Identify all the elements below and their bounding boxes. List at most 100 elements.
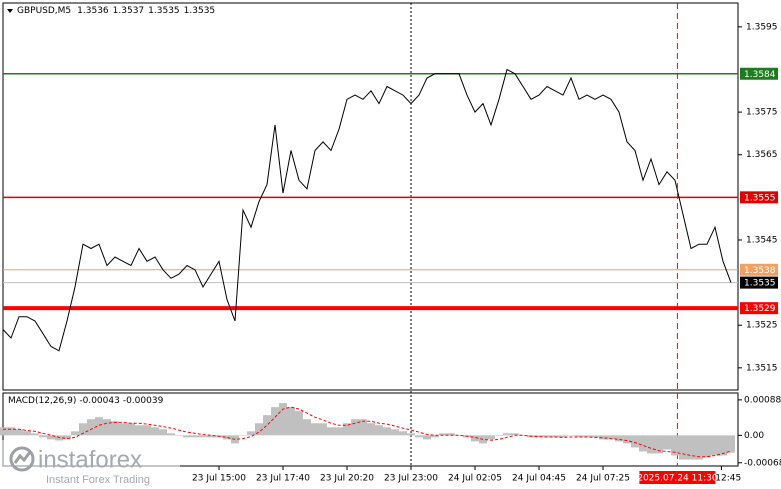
histogram-bar [471,435,479,442]
cursor-label-bg [639,471,716,484]
histogram-bar [63,435,71,440]
x-tick-label: Jul 12:45 [701,474,742,484]
y-tick-label: 1.3575 [746,108,778,118]
histogram-bar [407,433,415,436]
histogram-bar [103,419,111,436]
histogram-bar [119,423,127,436]
x-tick-label: 24 Jul 07:25 [576,474,630,484]
histogram-bar [575,435,583,438]
histogram-bar [511,433,519,436]
histogram-bar [663,435,671,450]
x-tick-label: 24 Jul 02:05 [448,474,502,484]
histogram-bar [383,427,391,436]
histogram-bar [639,435,647,452]
histogram-bar [95,417,103,436]
macd-header: MACD(12,26,9) -0.00043 -0.00039 [8,396,164,406]
histogram-bar [567,435,575,436]
histogram-bar [423,435,431,440]
main-frame [2,2,739,391]
histogram-bar [223,435,231,440]
histogram-bar [695,435,703,460]
histogram-bar [455,435,463,436]
histogram-bar [375,425,383,436]
histogram-bar [31,433,39,436]
histogram-bar [719,435,727,456]
histogram-bar [727,435,735,453]
brand: instaforex [38,446,142,473]
level-label-bg [740,191,778,204]
histogram-bar [447,433,455,436]
histogram-bar [167,433,175,436]
histogram-bar [359,419,367,436]
level-label-bg [740,263,778,276]
level-label: 1.3538 [744,266,776,276]
y-tick-label: 1.3595 [746,22,778,32]
histogram-bar [191,435,199,438]
x-tick-label: 23 Jul 15:00 [192,474,246,484]
logo-ring [9,446,35,472]
level-label: 1.3584 [744,70,776,80]
ohlc-open: 1.3536 [77,6,109,16]
histogram-bar [623,435,631,444]
y-tick-label: 0.00088 [744,395,781,405]
y-tick-label: 0.00 [744,431,764,441]
symbol-icon [7,9,13,13]
level-label: 1.3535 [744,279,776,289]
watermark: instaforex Instant Forex Trading [0,440,180,489]
histogram-bar [503,433,511,436]
histogram-bar [295,411,303,436]
histogram-bar [399,431,407,436]
ohlc-high: 1.3537 [113,6,145,16]
histogram-bar [71,431,79,436]
histogram-bar [143,425,151,436]
histogram-bar [519,435,527,436]
y-tick-label: -0.00068 [744,458,781,468]
histogram-bar [535,435,543,438]
ohlc-close: 1.3535 [184,6,216,16]
histogram-bar [319,423,327,436]
histogram-bar [439,433,447,436]
histogram-bar [655,435,663,454]
level-label: 1.3555 [744,193,776,203]
histogram-bar [487,435,495,440]
histogram-bar [559,435,567,438]
histogram-bar [247,431,255,436]
histogram-bar [599,435,607,440]
histogram-bar [351,419,359,436]
histogram-bar [23,431,31,436]
histogram-bar [0,427,7,436]
histogram-bar [175,435,183,436]
histogram-bar [159,429,167,436]
tagline: Instant Forex Trading [46,474,150,486]
histogram-bar [271,407,279,436]
histogram-bar [47,435,55,440]
histogram-bar [703,435,711,458]
histogram-bar [87,419,95,436]
histogram-bar [15,429,23,436]
level-label: 1.3529 [744,304,776,314]
y-tick-label: 1.3515 [746,363,778,373]
histogram-bar [151,427,159,436]
histogram-bar [7,427,15,436]
histogram-bar [55,435,63,442]
signal-value: -0.00039 [123,396,164,406]
histogram-bar [415,435,423,438]
x-tick-label: 24 Jul 04:45 [512,474,566,484]
level-label-bg [740,67,778,80]
level-label-bg [740,276,778,289]
ohlc-low: 1.3535 [148,6,180,16]
histogram-bar [183,435,191,438]
histogram-bar [287,407,295,436]
histogram-bar [583,435,591,438]
cursor-label: 2025.07.24 11:30 [637,474,718,484]
histogram-bar [135,425,143,436]
histogram-bar [495,435,503,436]
histogram-bar [303,419,311,436]
histogram-bar [687,435,695,460]
histogram-bar [607,435,615,440]
histogram-bar [127,423,135,436]
level-label-bg [740,302,778,315]
y-tick-label: 1.3525 [746,321,778,331]
histogram-bar [327,427,335,436]
